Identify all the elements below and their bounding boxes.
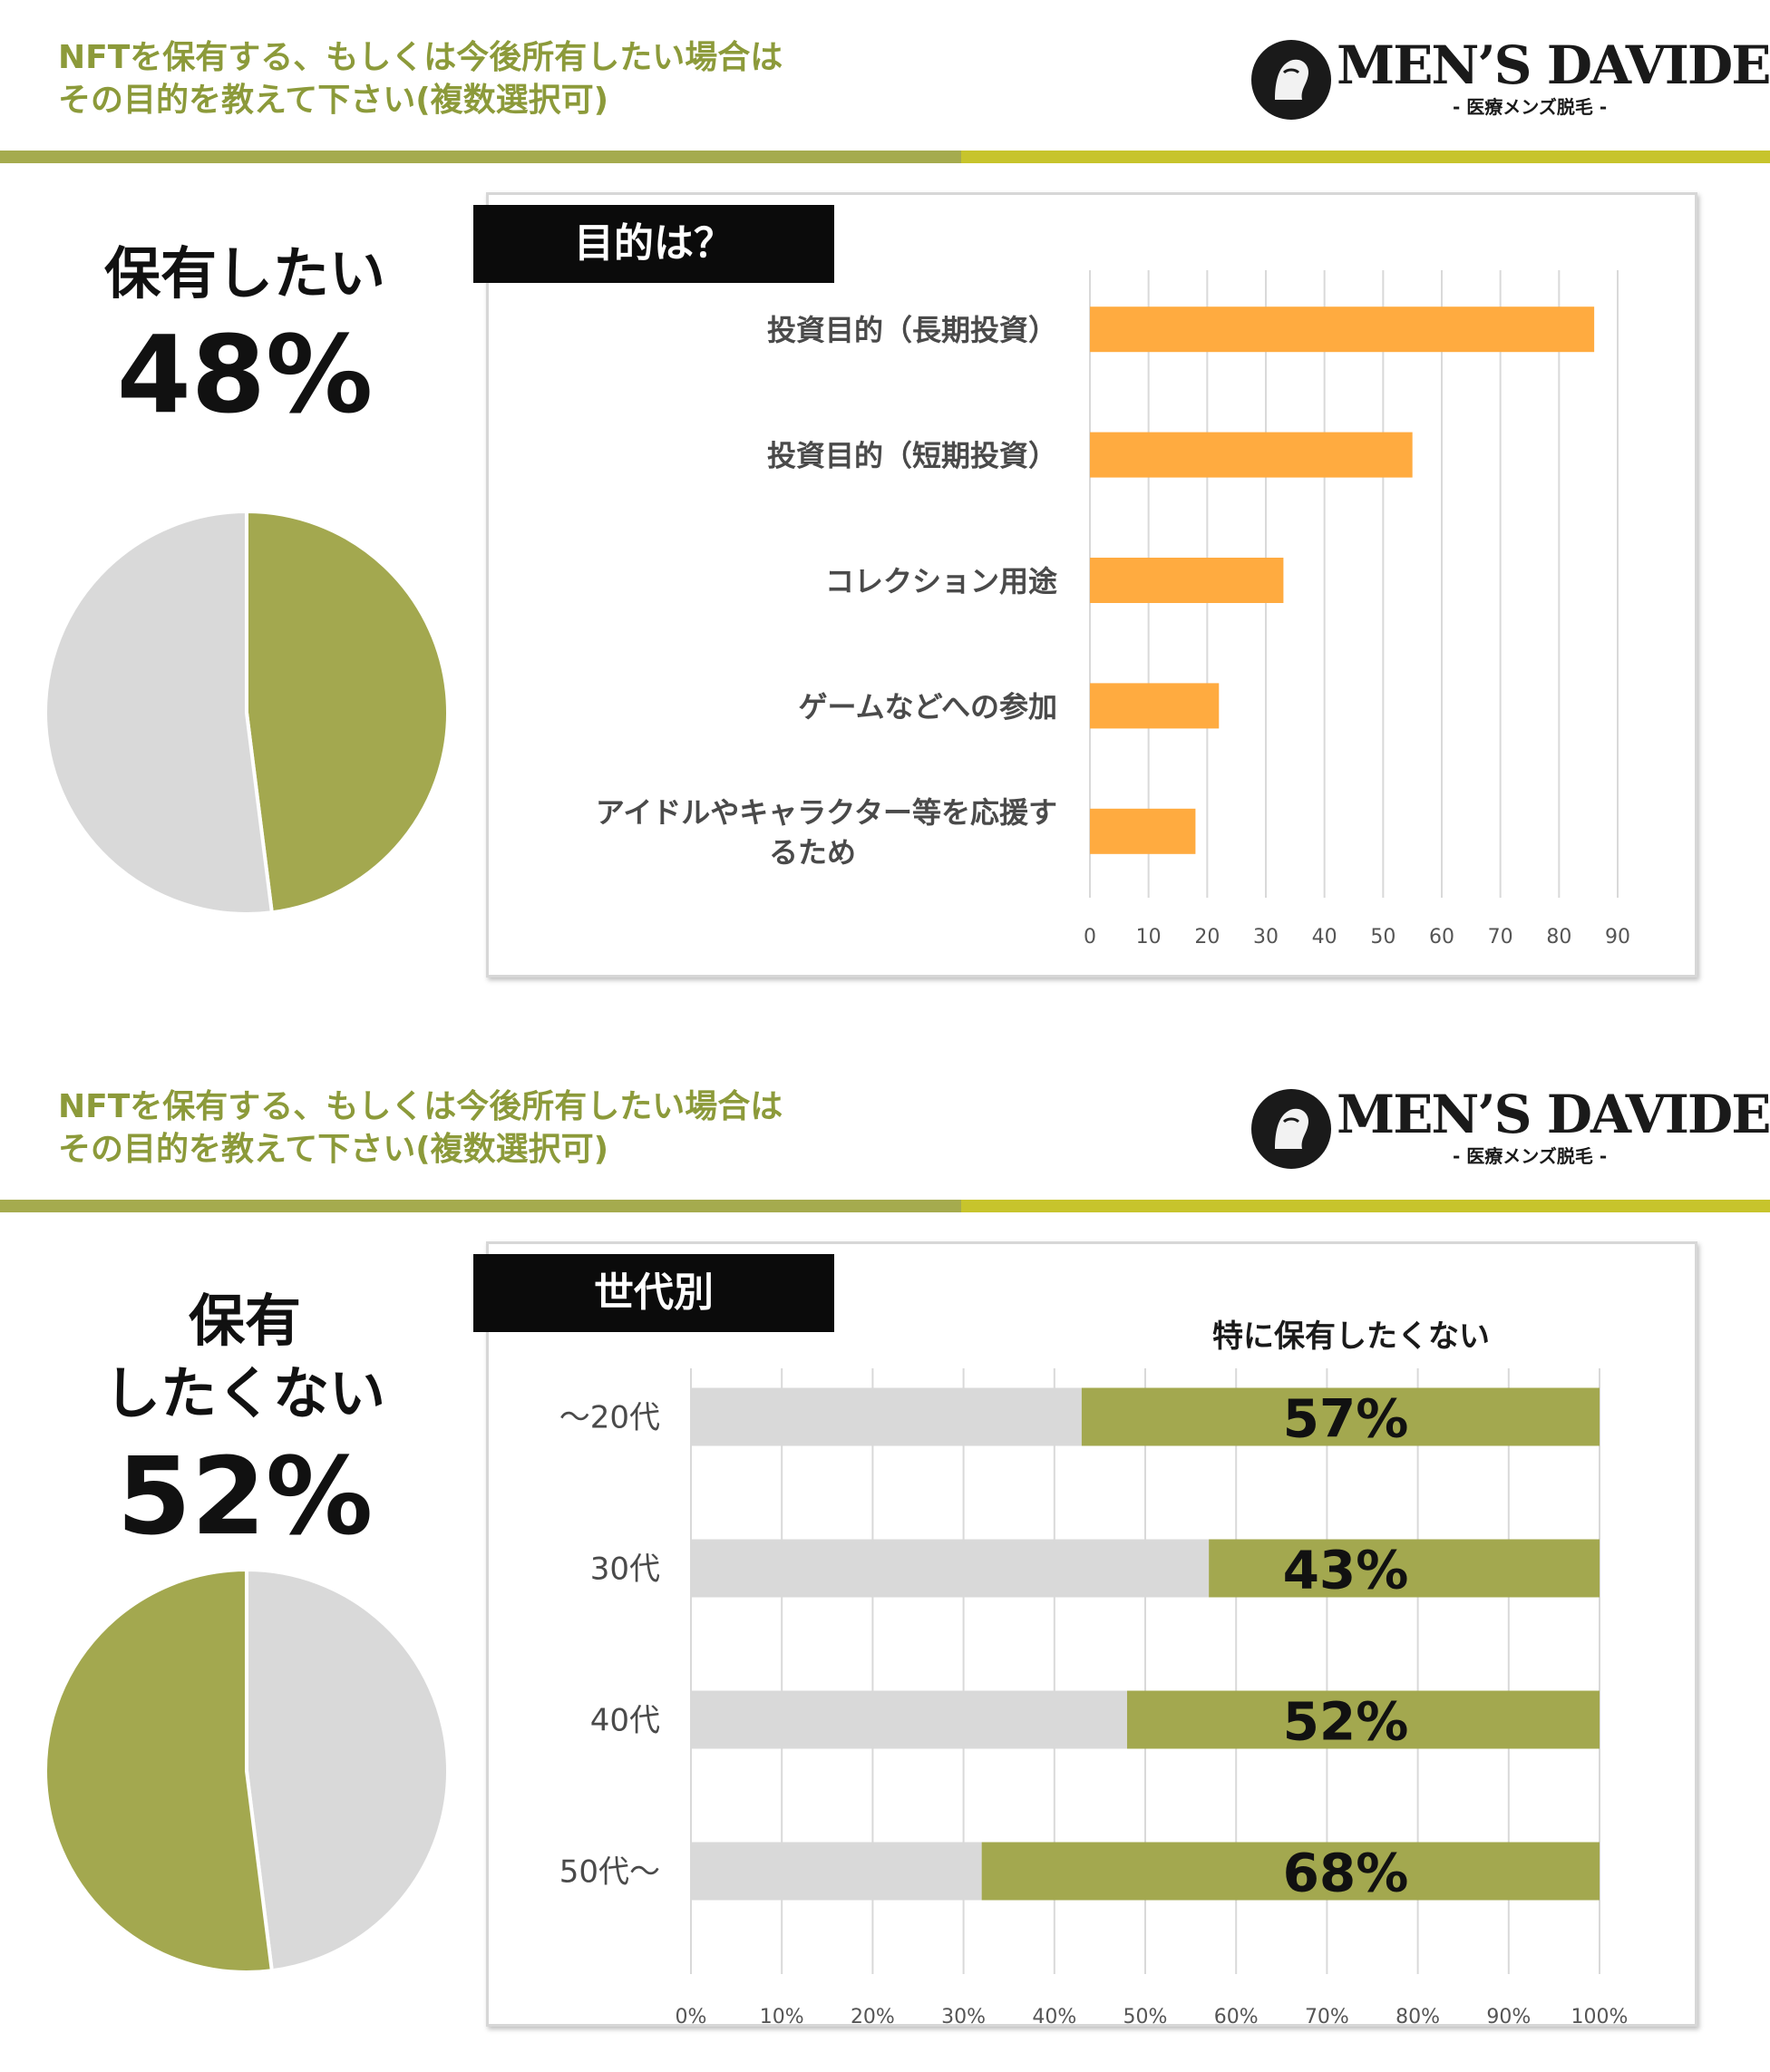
brand-name: MEN’S DAVIDE <box>1337 1084 1770 1145</box>
x-tick-label: 80% <box>1396 2006 1440 2028</box>
x-tick-label: 0% <box>676 2006 707 2028</box>
x-tick-label: 10 <box>1136 926 1162 948</box>
x-tick-label: 70% <box>1305 2006 1349 2028</box>
category-label: アイドルやキャラクター等を応援す <box>596 795 1057 830</box>
question-title: NFTを保有する、もしくは今後所有したい場合は その目的を教えて下さい(複数選択… <box>58 1085 783 1171</box>
category-label: 投資目的（長期投資） <box>767 313 1057 347</box>
data-label: 43% <box>1283 1540 1409 1601</box>
panel-purpose: NFTを保有する、もしくは今後所有したい場合は その目的を教えて下さい(複数選択… <box>0 0 1770 1023</box>
brand-subtitle: - 医療メンズ脱毛 - <box>1453 96 1608 118</box>
bar-segment <box>1209 1539 1600 1598</box>
x-tick-label: 90 <box>1605 926 1630 948</box>
divider-stripe-left <box>0 151 961 163</box>
bar-segment <box>691 1539 1210 1598</box>
brand-name: MEN’S DAVIDE <box>1337 34 1770 96</box>
pie-slice <box>44 509 275 916</box>
stat-label-line: 保有したい <box>103 240 385 306</box>
pie-chart-hold <box>44 509 450 916</box>
x-tick-label: 70 <box>1488 926 1513 948</box>
divider-stripe-right <box>961 151 1770 163</box>
pie-slice <box>245 509 450 915</box>
bar-segment <box>691 1387 1082 1446</box>
stat-percent: 52% <box>116 1434 374 1559</box>
pie-chart-not-hold <box>44 1567 450 1974</box>
stat-percent: 48% <box>116 312 374 437</box>
x-tick-label: 20 <box>1194 926 1220 948</box>
david-bust-icon <box>1251 1089 1331 1169</box>
stat-label-line: 保有 <box>188 1288 301 1354</box>
x-tick-label: 50% <box>1123 2006 1168 2028</box>
bar-chart-generation: 0% 10% 20% 30% 40% 50% 60% 70% 80% 90% 100% 特に保有したく… <box>559 1318 1629 2028</box>
bar <box>1090 808 1196 854</box>
chart-tag-generation: 世代別 <box>473 1254 834 1332</box>
question-line-1: NFTを保有する、もしくは今後所有したい場合は <box>58 1088 783 1125</box>
stat-label: 保有したい <box>0 238 490 310</box>
bar-segment <box>691 1842 982 1901</box>
x-tick-label: 30% <box>941 2006 986 2028</box>
data-label: 52% <box>1283 1691 1409 1753</box>
brand-logo: MEN’S DAVIDE - 医療メンズ脱毛 - <box>1248 34 1770 125</box>
x-tick-label: 80 <box>1546 926 1571 948</box>
divider-stripe-left <box>0 1200 961 1212</box>
pie-slice <box>245 1567 450 1973</box>
x-tick-label: 50 <box>1370 926 1396 948</box>
bar-segment <box>691 1690 1127 1749</box>
chart-tag-purpose: 目的は？ <box>473 205 834 283</box>
x-tick-label: 30 <box>1253 926 1279 948</box>
stat-label-line: したくない <box>103 1360 385 1426</box>
bar-segment <box>1081 1387 1600 1446</box>
category-label: 40代 <box>590 1703 660 1739</box>
category-label: ゲームなどへの参加 <box>799 689 1057 724</box>
david-bust-icon <box>1251 40 1331 120</box>
brand-logo: MEN’S DAVIDE - 医療メンズ脱毛 - <box>1248 1084 1770 1174</box>
x-tick-label: 10% <box>760 2006 804 2028</box>
x-tick-label: 40% <box>1032 2006 1076 2028</box>
category-label: 50代〜 <box>559 1854 660 1891</box>
pie-slice <box>44 1567 275 1974</box>
category-label: 投資目的（短期投資） <box>767 439 1057 473</box>
x-tick-label: 90% <box>1486 2006 1531 2028</box>
x-tick-label: 60% <box>1214 2006 1259 2028</box>
category-label: コレクション用途 <box>825 564 1057 598</box>
bar <box>1090 558 1284 603</box>
series-label: 特に保有したくない <box>1212 1318 1490 1355</box>
data-label: 57% <box>1283 1388 1409 1450</box>
divider-stripe-right <box>961 1200 1770 1212</box>
x-tick-label: 0 <box>1084 926 1096 948</box>
question-line-1: NFTを保有する、もしくは今後所有したい場合は <box>58 39 783 76</box>
bar-segment <box>1126 1690 1600 1749</box>
x-tick-label: 20% <box>851 2006 895 2028</box>
data-label: 68% <box>1283 1843 1409 1904</box>
bar <box>1090 306 1595 353</box>
x-tick-label: 40 <box>1312 926 1337 948</box>
category-label: 〜20代 <box>559 1400 660 1436</box>
question-title: NFTを保有する、もしくは今後所有したい場合は その目的を教えて下さい(複数選択… <box>58 36 783 122</box>
question-line-2: その目的を教えて下さい(複数選択可) <box>58 1131 609 1168</box>
x-tick-label: 100% <box>1571 2006 1629 2028</box>
stat-label: 保有 したくない <box>0 1285 490 1430</box>
bar-segment <box>981 1842 1600 1901</box>
category-label: るため <box>769 835 856 870</box>
category-label: 30代 <box>590 1552 660 1588</box>
bar <box>1090 432 1413 478</box>
brand-subtitle: - 医療メンズ脱毛 - <box>1453 1145 1608 1167</box>
question-line-2: その目的を教えて下さい(複数選択可) <box>58 82 609 119</box>
bar-chart-purpose: 0 10 20 30 40 50 60 70 80 90 投資目的（長期投資） 投資目的（短期投資） コ… <box>596 270 1630 948</box>
panel-generation: NFTを保有する、もしくは今後所有したい場合は その目的を教えて下さい(複数選択… <box>0 1049 1770 2072</box>
x-tick-label: 60 <box>1429 926 1454 948</box>
bar <box>1090 683 1220 729</box>
